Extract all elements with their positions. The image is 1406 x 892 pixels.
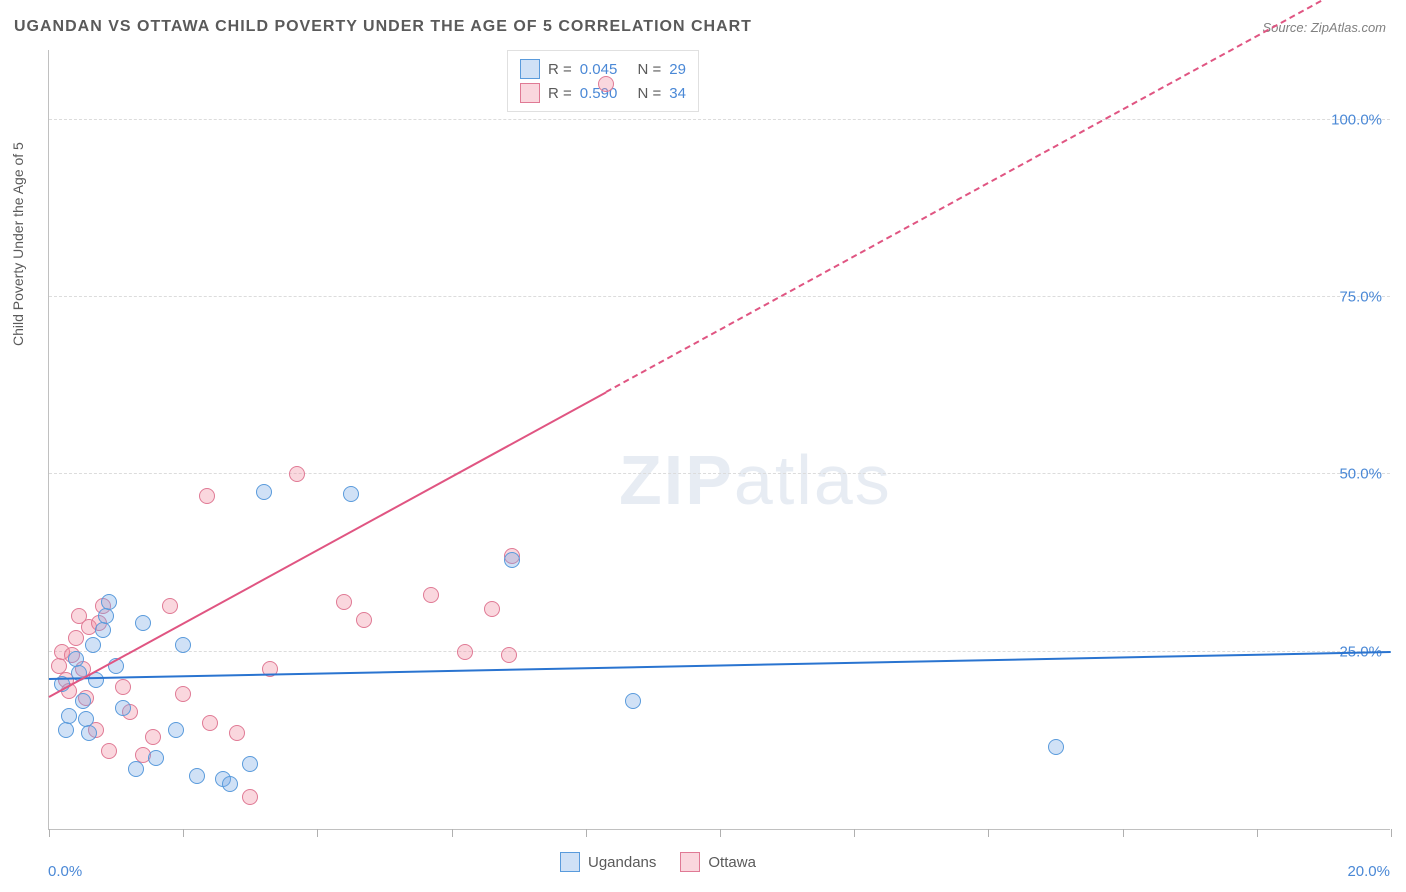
scatter-point-ugandans	[625, 693, 641, 709]
scatter-point-ugandans	[189, 768, 205, 784]
scatter-point-ottawa	[162, 598, 178, 614]
watermark-atlas: atlas	[734, 441, 892, 519]
scatter-point-ottawa	[457, 644, 473, 660]
n-label: N =	[637, 85, 661, 102]
trend-line	[49, 651, 1391, 680]
x-tick	[452, 829, 453, 837]
scatter-point-ugandans	[168, 722, 184, 738]
scatter-point-ottawa	[199, 488, 215, 504]
scatter-point-ugandans	[175, 637, 191, 653]
r-label: R =	[548, 85, 572, 102]
watermark-zip: ZIP	[619, 441, 734, 519]
scatter-point-ugandans	[58, 722, 74, 738]
r-value-ugandans: 0.045	[580, 61, 618, 78]
scatter-point-ottawa	[145, 729, 161, 745]
scatter-point-ugandans	[242, 756, 258, 772]
scatter-point-ottawa	[356, 612, 372, 628]
legend: Ugandans Ottawa	[560, 852, 756, 872]
scatter-point-ottawa	[484, 601, 500, 617]
scatter-point-ottawa	[501, 647, 517, 663]
x-tick	[988, 829, 989, 837]
scatter-point-ugandans	[343, 486, 359, 502]
scatter-point-ottawa	[115, 679, 131, 695]
scatter-point-ugandans	[222, 776, 238, 792]
y-tick-label: 50.0%	[1339, 466, 1382, 483]
scatter-point-ottawa	[242, 789, 258, 805]
scatter-point-ugandans	[148, 750, 164, 766]
legend-label-ugandans: Ugandans	[588, 854, 656, 871]
scatter-point-ugandans	[115, 700, 131, 716]
r-label: R =	[548, 61, 572, 78]
scatter-point-ugandans	[85, 637, 101, 653]
scatter-point-ugandans	[98, 608, 114, 624]
scatter-point-ugandans	[135, 615, 151, 631]
scatter-point-ugandans	[504, 552, 520, 568]
x-tick	[49, 829, 50, 837]
x-tick	[854, 829, 855, 837]
scatter-point-ugandans	[95, 622, 111, 638]
gridline-h	[49, 651, 1390, 652]
scatter-point-ugandans	[81, 725, 97, 741]
x-axis-max-label: 20.0%	[1347, 863, 1390, 880]
scatter-point-ottawa	[68, 630, 84, 646]
scatter-point-ugandans	[256, 484, 272, 500]
x-tick	[720, 829, 721, 837]
legend-item-ottawa: Ottawa	[680, 852, 756, 872]
scatter-point-ugandans	[128, 761, 144, 777]
y-tick-label: 100.0%	[1331, 111, 1382, 128]
y-tick-label: 75.0%	[1339, 289, 1382, 306]
scatter-point-ugandans	[61, 708, 77, 724]
x-tick	[1391, 829, 1392, 837]
y-axis-title: Child Poverty Under the Age of 5	[10, 142, 26, 346]
x-axis-min-label: 0.0%	[48, 863, 82, 880]
swatch-ugandans	[520, 59, 540, 79]
n-value-ottawa: 34	[669, 85, 686, 102]
scatter-point-ottawa	[336, 594, 352, 610]
swatch-ottawa	[520, 83, 540, 103]
x-tick	[1123, 829, 1124, 837]
scatter-plot-area: R = 0.045 N = 29 R = 0.590 N = 34 ZIPatl…	[48, 50, 1390, 830]
n-label: N =	[637, 61, 661, 78]
gridline-h	[49, 296, 1390, 297]
gridline-h	[49, 119, 1390, 120]
scatter-point-ugandans	[75, 693, 91, 709]
trend-line	[605, 0, 1391, 393]
scatter-point-ugandans	[1048, 739, 1064, 755]
legend-swatch-ugandans	[560, 852, 580, 872]
n-value-ugandans: 29	[669, 61, 686, 78]
gridline-h	[49, 473, 1390, 474]
x-tick	[1257, 829, 1258, 837]
scatter-point-ottawa	[175, 686, 191, 702]
legend-item-ugandans: Ugandans	[560, 852, 656, 872]
scatter-point-ugandans	[101, 594, 117, 610]
scatter-point-ottawa	[289, 466, 305, 482]
watermark: ZIPatlas	[619, 440, 892, 520]
chart-title: UGANDAN VS OTTAWA CHILD POVERTY UNDER TH…	[14, 18, 752, 36]
scatter-point-ottawa	[202, 715, 218, 731]
legend-label-ottawa: Ottawa	[708, 854, 756, 871]
legend-swatch-ottawa	[680, 852, 700, 872]
scatter-point-ottawa	[423, 587, 439, 603]
scatter-point-ottawa	[598, 76, 614, 92]
scatter-point-ottawa	[101, 743, 117, 759]
x-tick	[317, 829, 318, 837]
scatter-point-ottawa	[229, 725, 245, 741]
x-tick	[183, 829, 184, 837]
x-tick	[586, 829, 587, 837]
